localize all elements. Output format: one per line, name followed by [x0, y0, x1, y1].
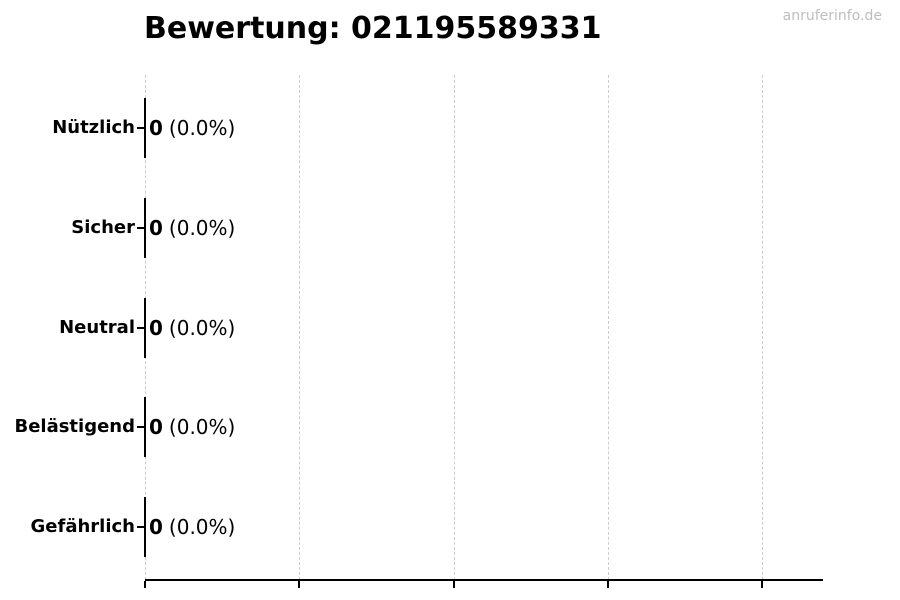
gridline — [299, 75, 300, 580]
gridline — [454, 75, 455, 580]
value-annotation: 0 (0.0%) — [149, 416, 235, 438]
zero-bar-marker — [144, 298, 146, 358]
y-axis-tick — [137, 426, 145, 428]
chart-title: Bewertung: 021195589331 — [144, 11, 602, 46]
annotation-value: 0 — [149, 415, 163, 439]
y-axis-tick — [137, 526, 145, 528]
category-label: Sicher — [71, 217, 135, 238]
x-axis-tick — [453, 581, 455, 588]
x-axis-tick — [761, 581, 763, 588]
annotation-percent: (0.0%) — [168, 515, 236, 539]
y-axis-tick — [137, 227, 145, 229]
zero-bar-marker — [144, 198, 146, 258]
watermark-text: anruferinfo.de — [782, 8, 882, 24]
annotation-percent: (0.0%) — [168, 216, 236, 240]
value-annotation: 0 (0.0%) — [149, 217, 235, 239]
y-axis-tick — [137, 327, 145, 329]
value-annotation: 0 (0.0%) — [149, 117, 235, 139]
annotation-value: 0 — [149, 116, 163, 140]
gridline — [762, 75, 763, 580]
value-annotation: 0 (0.0%) — [149, 516, 235, 538]
annotation-percent: (0.0%) — [168, 415, 236, 439]
value-annotation: 0 (0.0%) — [149, 317, 235, 339]
annotation-percent: (0.0%) — [168, 316, 236, 340]
x-axis-line — [145, 579, 823, 581]
annotation-percent: (0.0%) — [168, 116, 236, 140]
annotation-value: 0 — [149, 316, 163, 340]
category-label: Gefährlich — [30, 516, 135, 537]
category-label: Nützlich — [52, 117, 135, 138]
zero-bar-marker — [144, 397, 146, 457]
x-axis-tick — [607, 581, 609, 588]
x-axis-tick — [298, 581, 300, 588]
annotation-value: 0 — [149, 216, 163, 240]
zero-bar-marker — [144, 98, 146, 158]
x-axis-tick — [144, 581, 146, 588]
category-label: Neutral — [59, 317, 135, 338]
annotation-value: 0 — [149, 515, 163, 539]
zero-bar-marker — [144, 497, 146, 557]
gridline — [608, 75, 609, 580]
category-label: Belästigend — [14, 416, 135, 437]
y-axis-tick — [137, 127, 145, 129]
